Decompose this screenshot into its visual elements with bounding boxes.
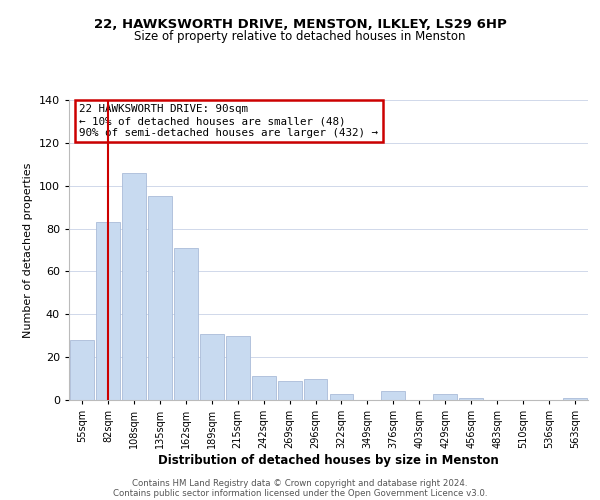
Bar	[459, 398, 483, 400]
Bar	[433, 394, 457, 400]
Bar	[122, 173, 146, 400]
Bar	[251, 376, 275, 400]
Text: 22 HAWKSWORTH DRIVE: 90sqm
← 10% of detached houses are smaller (48)
90% of semi: 22 HAWKSWORTH DRIVE: 90sqm ← 10% of deta…	[79, 104, 379, 138]
Bar	[382, 392, 406, 400]
Bar	[226, 336, 250, 400]
Bar	[563, 398, 587, 400]
Bar	[70, 340, 94, 400]
Bar	[200, 334, 224, 400]
Text: Contains HM Land Registry data © Crown copyright and database right 2024.: Contains HM Land Registry data © Crown c…	[132, 478, 468, 488]
Bar	[174, 248, 198, 400]
Bar	[96, 222, 120, 400]
Text: 22, HAWKSWORTH DRIVE, MENSTON, ILKLEY, LS29 6HP: 22, HAWKSWORTH DRIVE, MENSTON, ILKLEY, L…	[94, 18, 506, 30]
Text: Contains public sector information licensed under the Open Government Licence v3: Contains public sector information licen…	[113, 488, 487, 498]
Bar	[304, 378, 328, 400]
Bar	[148, 196, 172, 400]
Bar	[329, 394, 353, 400]
X-axis label: Distribution of detached houses by size in Menston: Distribution of detached houses by size …	[158, 454, 499, 467]
Y-axis label: Number of detached properties: Number of detached properties	[23, 162, 33, 338]
Text: Size of property relative to detached houses in Menston: Size of property relative to detached ho…	[134, 30, 466, 43]
Bar	[278, 380, 302, 400]
